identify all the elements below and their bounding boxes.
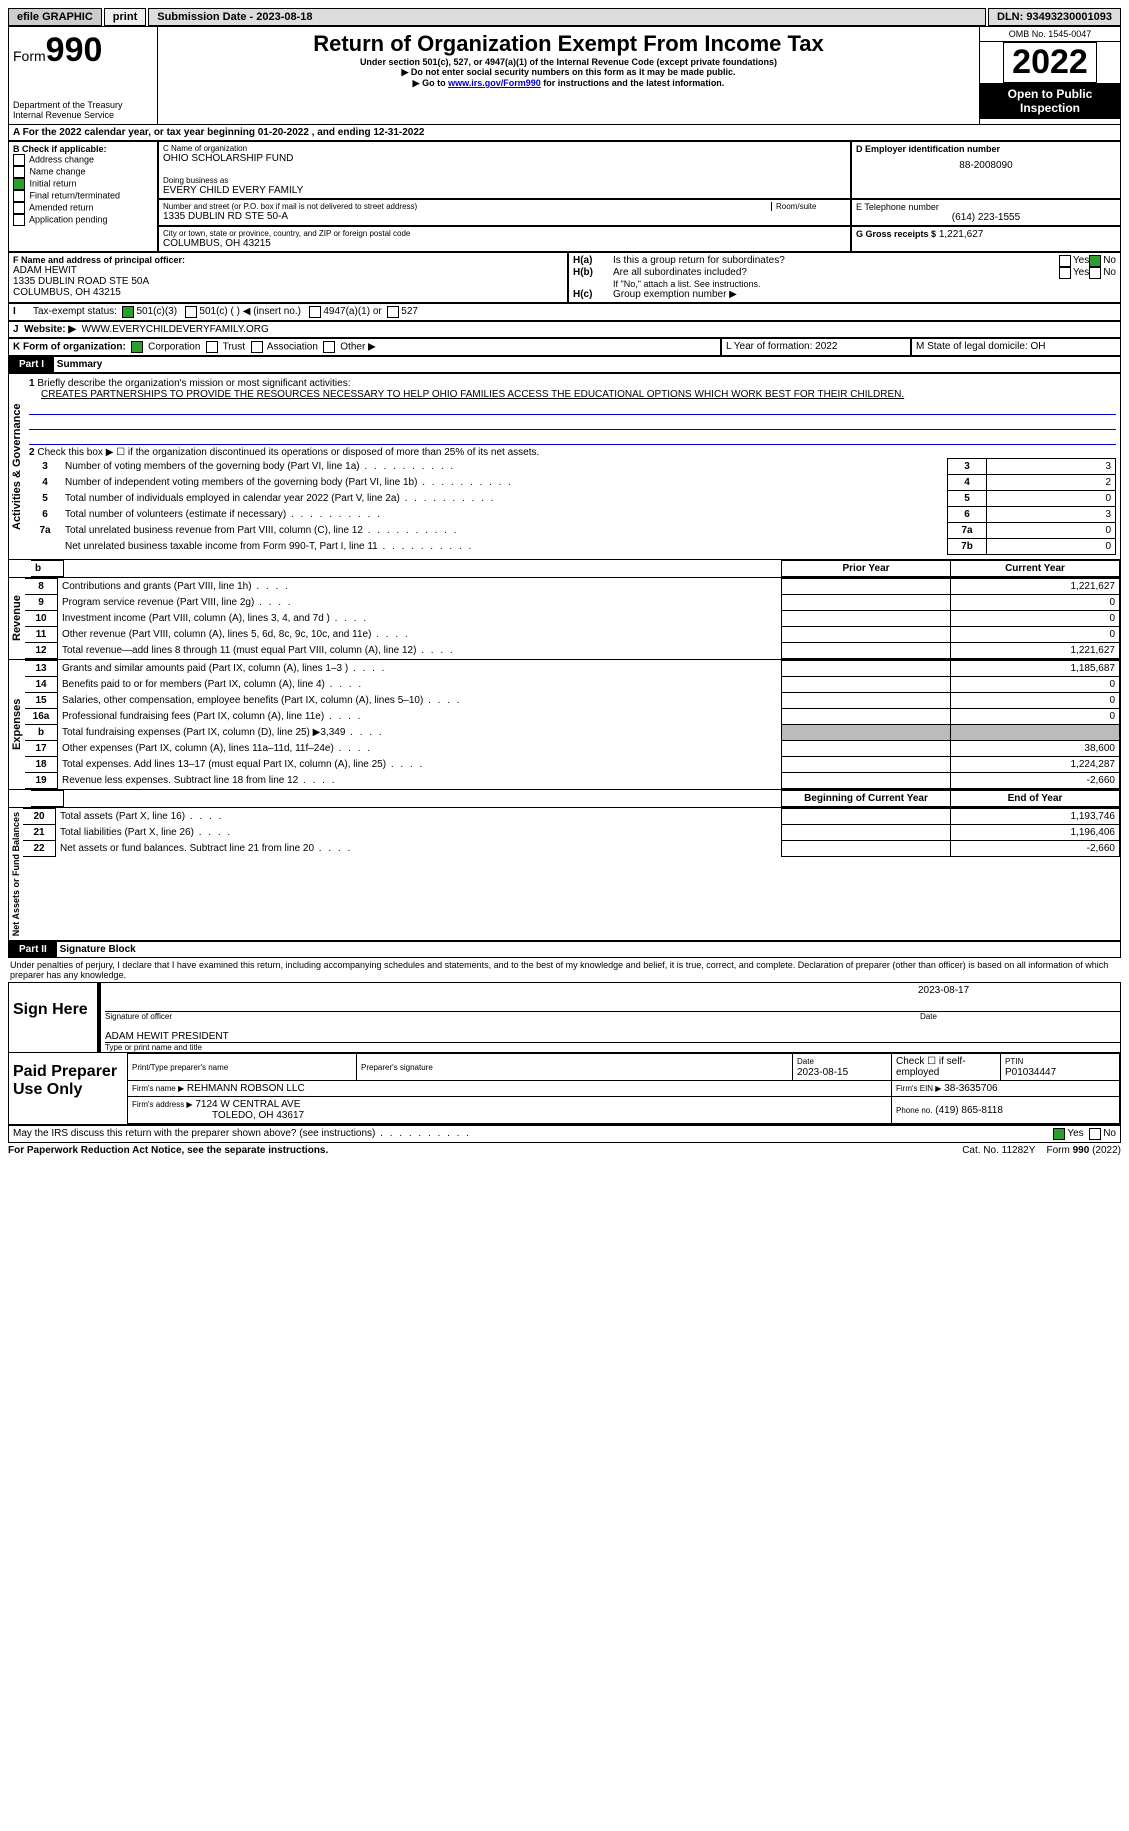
- firm-name: REHMANN ROBSON LLC: [187, 1083, 305, 1094]
- paid-preparer-label: Paid Preparer Use Only: [9, 1053, 127, 1124]
- dln-label: DLN: 93493230001093: [988, 8, 1121, 26]
- year-formation: L Year of formation: 2022: [721, 338, 911, 356]
- open-inspection: Open to Public Inspection: [980, 83, 1120, 119]
- telephone: (614) 223-1555: [856, 212, 1116, 223]
- revenue-label: Revenue: [9, 578, 25, 659]
- expenses-label: Expenses: [9, 660, 25, 789]
- net-assets-table: 20Total assets (Part X, line 16)1,193,74…: [23, 808, 1120, 857]
- perjury-declaration: Under penalties of perjury, I declare th…: [8, 958, 1121, 982]
- form-subtitle: Under section 501(c), 527, or 4947(a)(1)…: [162, 57, 975, 67]
- tax-year: 2022: [1003, 42, 1097, 83]
- form-of-org: K Form of organization: Corporation Trus…: [8, 338, 721, 356]
- ptin: P01034447: [1005, 1067, 1056, 1078]
- submission-date: Submission Date - 2023-08-18: [148, 8, 986, 26]
- sig-date: 2023-08-17: [916, 983, 1120, 1011]
- goto-note: ▶ Go to www.irs.gov/Form990 for instruct…: [162, 78, 975, 89]
- prior-current-header: bPrior YearCurrent Year: [31, 560, 1120, 577]
- cat-no: Cat. No. 11282Y: [962, 1145, 1035, 1156]
- top-bar: efile GRAPHIC print Submission Date - 20…: [8, 8, 1121, 26]
- irs-link[interactable]: www.irs.gov/Form990: [448, 78, 541, 88]
- print-button[interactable]: print: [104, 8, 146, 26]
- preparer-table: Print/Type preparer's name Preparer's si…: [127, 1053, 1120, 1124]
- part2-header: Part II Signature Block: [8, 941, 1121, 958]
- efile-label: efile GRAPHIC: [8, 8, 102, 26]
- officer-name: ADAM HEWIT: [13, 265, 563, 276]
- city-state-zip: COLUMBUS, OH 43215: [163, 238, 846, 249]
- governance-table: 3Number of voting members of the governi…: [29, 458, 1116, 555]
- form-number: Form990: [13, 31, 153, 70]
- officer-name-title: ADAM HEWIT PRESIDENT: [105, 1021, 1120, 1043]
- mission-text: CREATES PARTNERSHIPS TO PROVIDE THE RESO…: [29, 389, 1116, 400]
- org-name: OHIO SCHOLARSHIP FUND: [163, 153, 846, 164]
- firm-phone: (419) 865-8118: [935, 1105, 1003, 1116]
- form-header: Form990 Department of the Treasury Inter…: [8, 26, 1121, 125]
- firm-ein: 38-3635706: [944, 1083, 997, 1094]
- omb-number: OMB No. 1545-0047: [980, 27, 1120, 42]
- ssn-note: Do not enter social security numbers on …: [162, 67, 975, 78]
- net-assets-label: Net Assets or Fund Balances: [9, 808, 23, 940]
- form-title: Return of Organization Exempt From Incom…: [162, 31, 975, 57]
- form-footer: Form 990 (2022): [1047, 1145, 1121, 1156]
- tax-period: A For the 2022 calendar year, or tax yea…: [8, 125, 1121, 141]
- website-row: J Website: ▶ WWW.EVERYCHILDEVERYFAMILY.O…: [8, 321, 1121, 338]
- street-address: 1335 DUBLIN RD STE 50-A: [163, 211, 846, 222]
- sign-here-label: Sign Here: [9, 983, 97, 1052]
- dept-treasury: Department of the Treasury: [13, 100, 153, 110]
- activities-governance-label: Activities & Governance: [9, 374, 25, 559]
- website: WWW.EVERYCHILDEVERYFAMILY.ORG: [82, 324, 269, 335]
- revenue-table: 8Contributions and grants (Part VIII, li…: [25, 578, 1120, 659]
- officer-group-block: F Name and address of principal officer:…: [8, 252, 1121, 303]
- part1-header: Part I Summary: [8, 356, 1121, 373]
- state-domicile: M State of legal domicile: OH: [911, 338, 1121, 356]
- gross-receipts: 1,221,627: [939, 229, 984, 240]
- irs-label: Internal Revenue Service: [13, 110, 153, 120]
- discuss-row: May the IRS discuss this return with the…: [8, 1125, 1121, 1143]
- pra-notice: For Paperwork Reduction Act Notice, see …: [8, 1145, 962, 1156]
- dba-name: EVERY CHILD EVERY FAMILY: [163, 185, 846, 196]
- box-b-label: B Check if applicable:: [13, 144, 153, 154]
- tax-exempt-status: ITax-exempt status: 501(c)(3) 501(c) ( )…: [8, 303, 1121, 321]
- entity-block: B Check if applicable: Address change Na…: [8, 141, 1121, 252]
- ein: 88-2008090: [856, 154, 1116, 177]
- expenses-table: 13Grants and similar amounts paid (Part …: [25, 660, 1120, 789]
